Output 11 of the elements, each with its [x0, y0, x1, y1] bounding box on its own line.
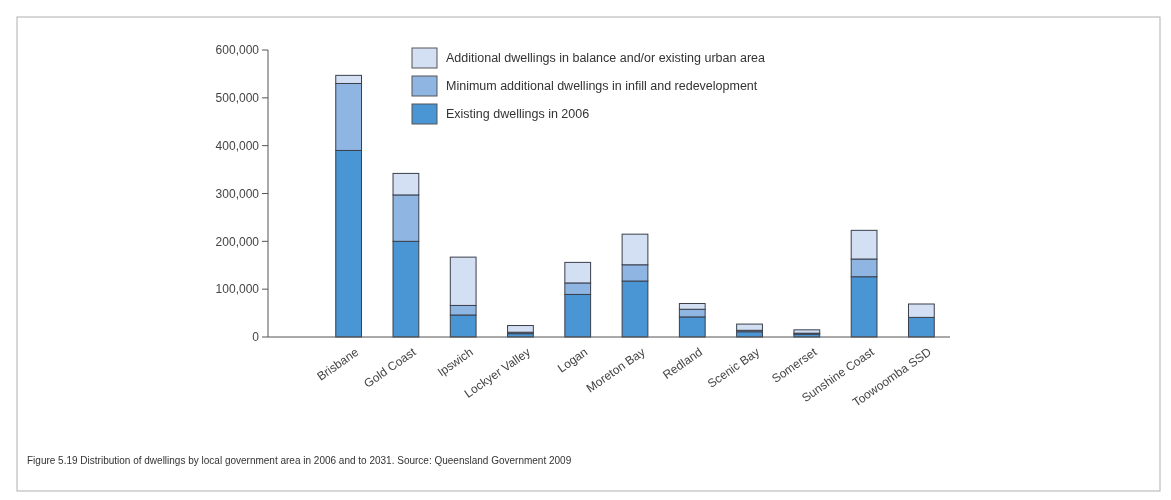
y-tick-label: 0 [252, 330, 260, 345]
y-tick-label: 100,000 [215, 282, 260, 297]
y-tick-label: 500,000 [215, 91, 260, 106]
caption: Figure 5.19 Distribution of dwellings by local government area in 2006 and to 2031. Source: Queensland Government 2009 [27, 455, 572, 466]
y-tick-label: 600,000 [215, 43, 260, 58]
y-tick-label: 300,000 [215, 186, 260, 201]
legend-label: Existing dwellings in 2006 [446, 107, 590, 122]
legend-label: Additional dwellings in balance and/or existing urban area [446, 51, 766, 66]
y-tick-label: 400,000 [215, 138, 260, 153]
y-tick-label: 200,000 [215, 234, 260, 249]
legend-label: Minimum additional dwellings in infill and redevelopment [446, 79, 758, 94]
